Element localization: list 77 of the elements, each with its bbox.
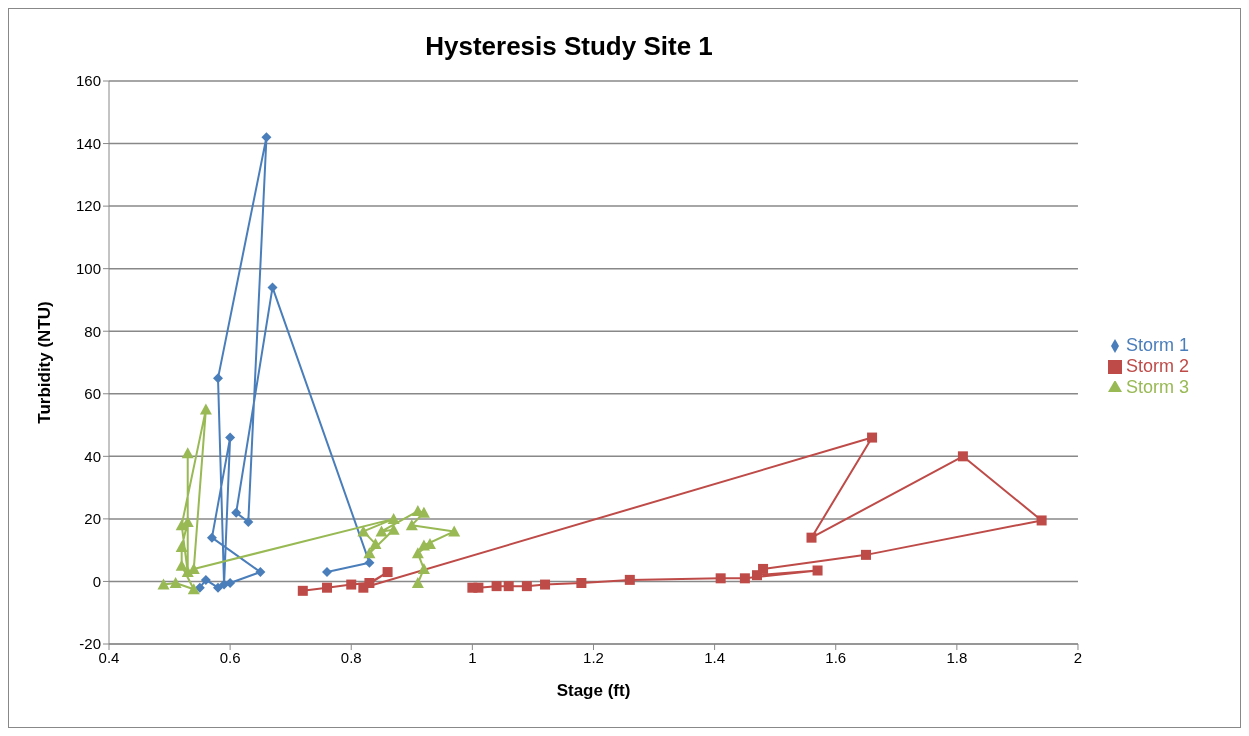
point xyxy=(369,537,382,549)
y-axis-title: Turbidity (NTU) xyxy=(35,301,55,424)
point xyxy=(243,517,254,528)
point xyxy=(363,547,376,559)
point xyxy=(491,581,502,592)
point xyxy=(261,132,272,143)
point xyxy=(752,570,762,581)
point xyxy=(175,559,188,571)
point xyxy=(346,579,357,590)
legend-label: Storm 3 xyxy=(1125,377,1189,397)
legend-label: Storm 1 xyxy=(1125,335,1189,355)
y-tick-label: 20 xyxy=(84,510,101,528)
point xyxy=(812,565,823,576)
point xyxy=(322,582,333,593)
point xyxy=(206,532,217,543)
point xyxy=(364,557,375,568)
point xyxy=(213,582,224,593)
point xyxy=(448,525,461,537)
y-tick-label: 120 xyxy=(75,197,101,215)
x-tick-label: 1.8 xyxy=(946,648,968,666)
point xyxy=(1036,515,1047,526)
point xyxy=(739,573,750,584)
y-tick-label: 100 xyxy=(75,259,101,277)
point xyxy=(624,574,635,585)
y-tick-label: 60 xyxy=(84,385,101,403)
point xyxy=(405,519,418,531)
point xyxy=(375,525,388,537)
x-tick-label: 0.6 xyxy=(219,648,241,666)
point xyxy=(199,403,212,415)
x-tick-label: 1 xyxy=(468,648,477,666)
point xyxy=(540,579,551,590)
point xyxy=(194,582,205,593)
point xyxy=(806,532,817,543)
point xyxy=(157,578,170,590)
x-tick-label: 1.4 xyxy=(704,648,726,666)
chart-title: Hysteresis Study Site 1 xyxy=(424,31,714,62)
point xyxy=(467,582,478,593)
point xyxy=(225,432,236,443)
point xyxy=(521,581,532,592)
point xyxy=(957,451,968,462)
point xyxy=(255,567,266,578)
point xyxy=(267,282,278,293)
y-tick-label: 160 xyxy=(75,72,101,90)
point xyxy=(411,547,424,559)
point xyxy=(357,525,370,537)
y-tick-label: 0 xyxy=(92,572,101,590)
x-tick-label: 1.6 xyxy=(825,648,847,666)
point xyxy=(297,585,308,596)
point xyxy=(417,506,430,518)
y-tick-label: 40 xyxy=(84,447,101,465)
point xyxy=(187,583,200,595)
x-tick-label: 1.2 xyxy=(583,648,604,666)
point xyxy=(715,573,726,584)
point xyxy=(503,581,514,592)
point xyxy=(322,567,333,578)
y-tick-label: -20 xyxy=(79,635,101,653)
point xyxy=(175,541,188,553)
point xyxy=(169,577,182,589)
y-tick-label: 80 xyxy=(84,322,101,340)
point xyxy=(387,512,400,524)
point xyxy=(358,582,369,593)
point xyxy=(181,447,194,459)
x-tick-label: 2 xyxy=(1073,648,1083,666)
y-tick-label: 140 xyxy=(75,134,101,152)
point xyxy=(861,549,872,560)
legend-label: Storm 2 xyxy=(1125,356,1189,376)
point xyxy=(231,507,242,518)
point xyxy=(382,567,393,578)
point xyxy=(213,373,224,384)
x-tick-label: 0.4 xyxy=(98,648,120,666)
point xyxy=(200,574,211,585)
x-tick-label: 0.8 xyxy=(340,648,362,666)
x-axis-title: Stage (ft) xyxy=(556,681,631,700)
point xyxy=(867,432,878,443)
point xyxy=(411,577,424,589)
point xyxy=(417,562,430,574)
point xyxy=(576,578,587,589)
